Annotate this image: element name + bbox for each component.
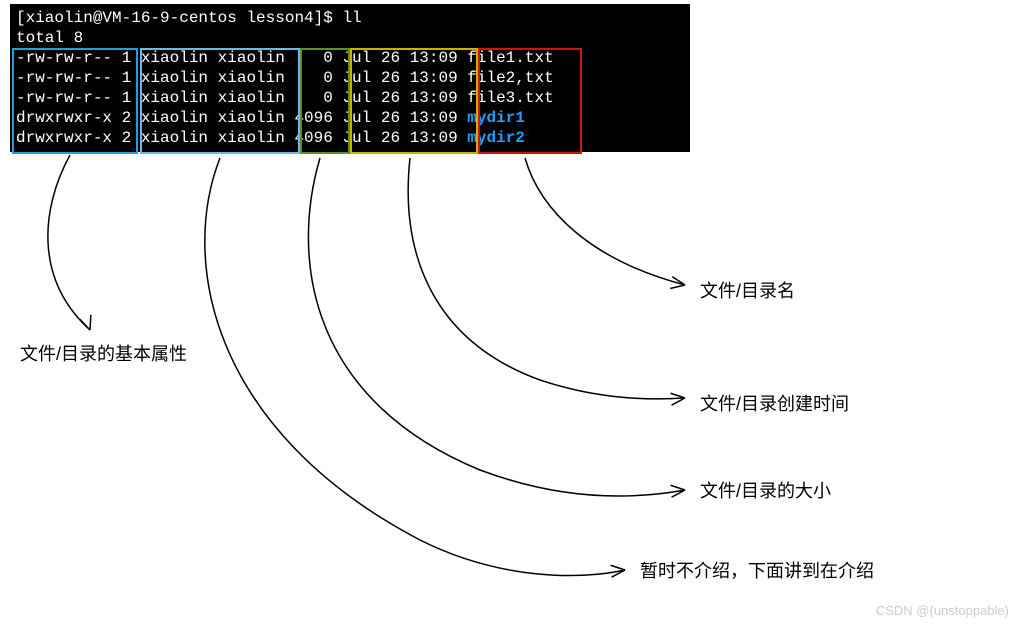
listing-row: -rw-rw-r-- 1 xiaolin xiaolin 0 Jul 26 13… — [16, 48, 684, 68]
label-owner: 暂时不介绍，下面讲到在介绍 — [640, 557, 874, 583]
prompt: [xiaolin@VM-16-9-centos lesson4]$ — [16, 9, 342, 27]
prompt-line: [xiaolin@VM-16-9-centos lesson4]$ ll — [16, 8, 684, 28]
listing-rows: -rw-rw-r-- 1 xiaolin xiaolin 0 Jul 26 13… — [16, 48, 684, 148]
listing-row: drwxrwxr-x 2 xiaolin xiaolin 4096 Jul 26… — [16, 108, 684, 128]
listing-row: -rw-rw-r-- 1 xiaolin xiaolin 0 Jul 26 13… — [16, 88, 684, 108]
label-date: 文件/目录创建时间 — [700, 390, 849, 416]
listing-row: -rw-rw-r-- 1 xiaolin xiaolin 0 Jul 26 13… — [16, 68, 684, 88]
listing-row: drwxrwxr-x 2 xiaolin xiaolin 4096 Jul 26… — [16, 128, 684, 148]
label-name: 文件/目录名 — [700, 277, 795, 303]
terminal-window: [xiaolin@VM-16-9-centos lesson4]$ ll tot… — [10, 4, 690, 152]
command: ll — [342, 9, 361, 27]
watermark: CSDN @(unstoppable) — [876, 603, 1009, 618]
label-permissions: 文件/目录的基本属性 — [20, 340, 187, 366]
total-line: total 8 — [16, 28, 684, 48]
label-size: 文件/目录的大小 — [700, 477, 831, 503]
